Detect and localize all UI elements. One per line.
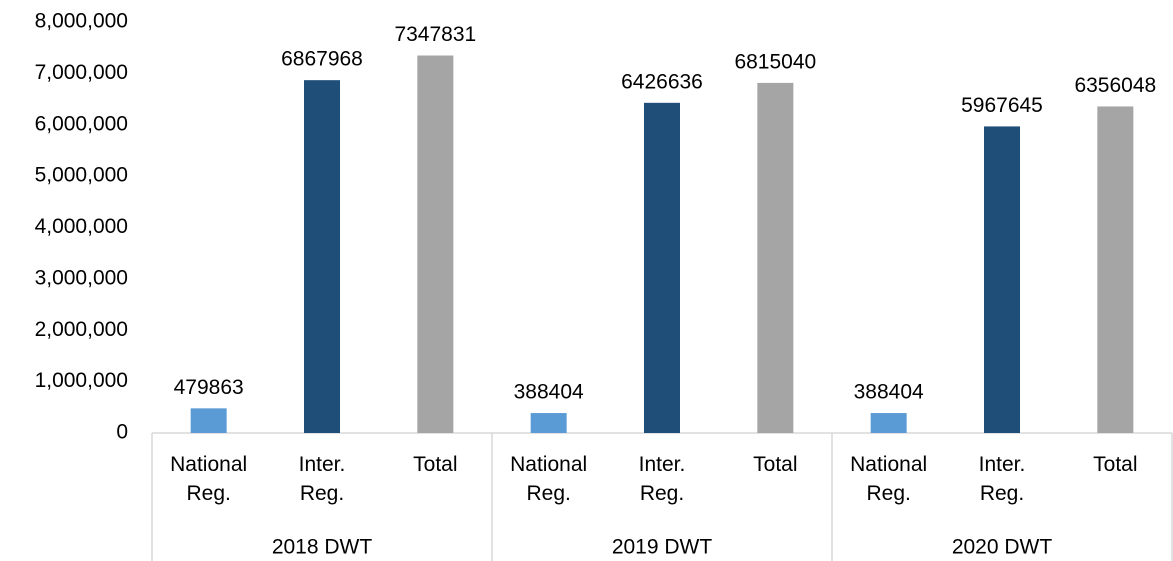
bar [984,126,1020,434]
bar [530,413,567,433]
y-tick-label: 7,000,000 [35,61,128,84]
bar [417,55,454,433]
y-tick-label: 0 [116,421,128,444]
value-label: 6867968 [281,48,363,71]
category-label: Inter. Reg. [979,453,1026,505]
value-label: 7347831 [394,23,476,46]
y-tick-label: 2,000,000 [35,318,128,341]
value-label: 388404 [514,381,584,404]
value-label: 479863 [174,376,244,399]
category-label: National Reg. [510,453,587,505]
bar [1097,106,1134,433]
bar [870,413,907,433]
category-label: Total [413,453,457,476]
category-label: National Reg. [850,453,927,505]
category-label: National Reg. [170,453,247,505]
value-label: 6426636 [621,70,703,93]
bar [757,82,794,433]
category-label: Inter. Reg. [639,453,686,505]
value-label: 6815040 [734,50,816,73]
bar [190,408,227,433]
value-label: 388404 [854,381,924,404]
y-tick-label: 5,000,000 [35,164,128,187]
y-tick-label: 3,000,000 [35,266,128,289]
group-label: 2020 DWT [952,536,1053,559]
y-tick-label: 8,000,000 [35,10,128,33]
category-label: Total [753,453,797,476]
value-label: 5967645 [961,94,1043,117]
y-tick-label: 4,000,000 [35,215,128,238]
group-label: 2018 DWT [272,536,373,559]
bar [644,102,680,433]
y-tick-label: 1,000,000 [35,369,128,392]
category-label: Inter. Reg. [299,453,346,505]
y-tick-label: 6,000,000 [35,112,128,135]
value-label: 6356048 [1074,74,1156,97]
category-label: Total [1093,453,1137,476]
group-label: 2019 DWT [612,536,713,559]
bar [304,80,340,433]
